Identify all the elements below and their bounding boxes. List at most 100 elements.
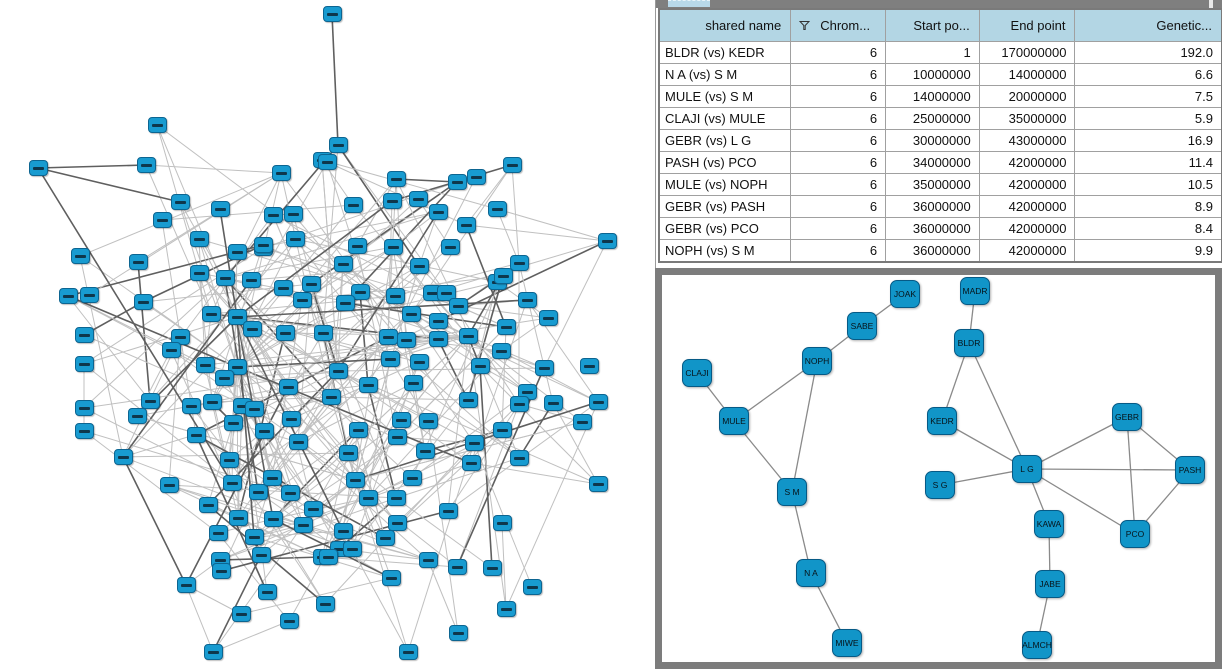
network-node[interactable] [152,212,172,228]
network-node[interactable] [159,477,179,493]
network-node[interactable] [492,515,512,531]
column-header-end-point[interactable]: End point [978,8,1076,42]
network-node[interactable] [409,258,429,274]
network-node-n-a[interactable]: N A [796,559,826,587]
table-row[interactable]: GEBR (vs) L G 6 30000000 43000000 16.9 [658,129,1222,152]
network-node[interactable] [466,169,486,185]
network-node[interactable] [222,475,242,491]
network-node-claji[interactable]: CLAJI [682,359,712,387]
network-node[interactable] [186,427,206,443]
network-node[interactable] [496,319,516,335]
network-node[interactable] [436,285,456,301]
network-node[interactable] [58,288,78,304]
network-node[interactable] [597,233,617,249]
table-row[interactable]: GEBR (vs) PASH 6 36000000 42000000 8.9 [658,195,1222,218]
network-node[interactable] [288,434,308,450]
network-node[interactable] [448,625,468,641]
network-node[interactable] [588,394,608,410]
network-node[interactable] [487,201,507,217]
network-node-mule[interactable]: MULE [719,407,749,435]
network-node[interactable] [273,280,293,296]
network-node-s-g[interactable]: S G [925,471,955,499]
network-node[interactable] [176,577,196,593]
network-node[interactable] [79,287,99,303]
network-node-madr[interactable]: MADR [960,277,990,305]
network-node-almch[interactable]: ALMCH [1022,631,1052,659]
network-node[interactable] [127,408,147,424]
network-node[interactable] [262,470,282,486]
network-node[interactable] [572,414,592,430]
network-node[interactable] [170,194,190,210]
network-node[interactable] [281,411,301,427]
network-node[interactable] [380,351,400,367]
network-node[interactable] [74,423,94,439]
network-node[interactable] [543,395,563,411]
network-node[interactable] [383,239,403,255]
network-node[interactable] [74,356,94,372]
network-node[interactable] [215,270,235,286]
network-node[interactable] [203,644,223,660]
network-node[interactable] [70,248,90,264]
network-node[interactable] [343,197,363,213]
network-node[interactable] [228,510,248,526]
network-node[interactable] [461,455,481,471]
network-node[interactable] [210,201,230,217]
network-node[interactable] [534,360,554,376]
network-node[interactable] [201,306,221,322]
network-node[interactable] [348,422,368,438]
network-node-gebr[interactable]: GEBR [1112,403,1142,431]
network-node-pash[interactable]: PASH [1175,456,1205,484]
network-node[interactable] [147,117,167,133]
network-node[interactable] [244,401,264,417]
network-node-sabe[interactable]: SABE [847,312,877,340]
network-node[interactable] [333,523,353,539]
network-node[interactable] [335,295,355,311]
network-node[interactable] [470,358,490,374]
network-node[interactable] [322,6,342,22]
network-node[interactable] [415,443,435,459]
network-node[interactable] [440,239,460,255]
network-node[interactable] [447,174,467,190]
network-node[interactable] [358,490,378,506]
network-node-jabe[interactable]: JABE [1035,570,1065,598]
network-node[interactable] [318,549,338,565]
network-node[interactable] [219,452,239,468]
network-node[interactable] [493,268,513,284]
filter-funnel-icon[interactable] [799,20,811,31]
network-node[interactable] [285,231,305,247]
network-node[interactable] [251,547,271,563]
network-node[interactable] [231,606,251,622]
network-node[interactable] [140,393,160,409]
network-node-pco[interactable]: PCO [1120,520,1150,548]
network-node[interactable] [496,601,516,617]
network-node[interactable] [458,392,478,408]
network-node[interactable] [195,357,215,373]
network-node[interactable] [283,206,303,222]
network-node[interactable] [181,398,201,414]
network-node[interactable] [253,237,273,253]
network-node[interactable] [418,552,438,568]
table-row[interactable]: NOPH (vs) S M 6 36000000 42000000 9.9 [658,239,1222,263]
network-node-miwe[interactable]: MIWE [832,629,862,657]
network-node[interactable] [428,204,448,220]
network-node[interactable] [396,332,416,348]
network-node[interactable] [338,445,358,461]
network-node[interactable] [317,154,337,170]
network-node[interactable] [275,325,295,341]
scrollbar-slot[interactable] [1209,0,1213,8]
network-node[interactable] [342,541,362,557]
network-node[interactable] [509,396,529,412]
network-node[interactable] [482,560,502,576]
network-node[interactable] [347,238,367,254]
network-node[interactable] [257,584,277,600]
network-node[interactable] [401,306,421,322]
network-node[interactable] [458,328,478,344]
network-node[interactable] [293,517,313,533]
network-node[interactable] [189,231,209,247]
network-node[interactable] [402,470,422,486]
network-node[interactable] [428,313,448,329]
network-node[interactable] [386,490,406,506]
network-node[interactable] [208,525,228,541]
network-node[interactable] [387,515,407,531]
network-node-bldr[interactable]: BLDR [954,329,984,357]
